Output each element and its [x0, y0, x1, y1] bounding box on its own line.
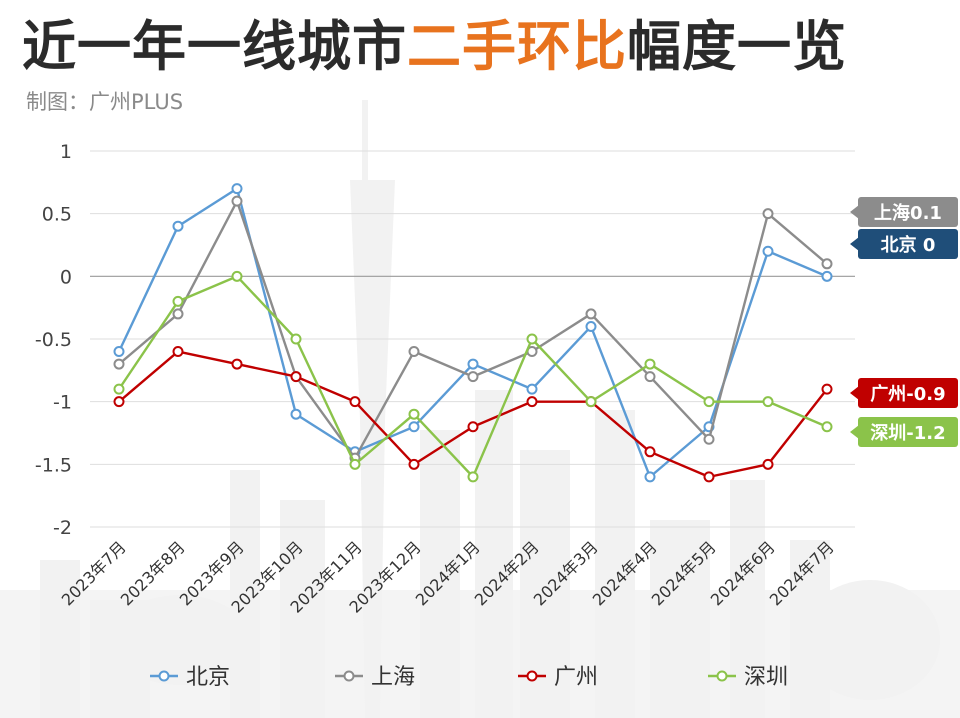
data-point-深圳 [703, 396, 715, 408]
data-point-北京 [821, 270, 833, 282]
data-point-深圳 [172, 295, 184, 307]
data-point-广州 [408, 458, 420, 470]
data-point-广州 [467, 421, 479, 433]
badge-box [858, 197, 958, 227]
skyline-background [0, 100, 960, 718]
data-point-北京 [113, 346, 125, 358]
series-line-广州 [118, 350, 828, 479]
y-tick-label: 1 [60, 141, 72, 163]
end-label-text: 上海0.1 [874, 202, 942, 224]
data-point-深圳 [644, 358, 656, 370]
data-point-广州 [172, 346, 184, 358]
data-point-深圳 [526, 333, 538, 345]
title-part1: 近一年一线城市 [22, 15, 407, 78]
data-point-广州 [526, 396, 538, 408]
y-axis: 1 0.5 0 -0.5 -1 -1.5 -2 [35, 141, 72, 539]
end-label-text: 广州-0.9 [870, 383, 945, 405]
data-point-上海 [231, 195, 243, 207]
y-tick-label: -0.5 [35, 329, 72, 351]
data-point-广州 [821, 383, 833, 395]
data-point-北京 [526, 383, 538, 395]
chart-title: 近一年一线城市二手环比幅度一览 [22, 10, 847, 84]
series-line-上海 [118, 199, 828, 460]
series-group [113, 183, 833, 483]
y-tick-label: 0.5 [42, 204, 72, 226]
data-point-上海 [172, 308, 184, 320]
data-point-深圳 [113, 383, 125, 395]
data-point-上海 [113, 358, 125, 370]
end-label-badge: 广州-0.9 [850, 378, 958, 408]
data-point-上海 [703, 433, 715, 445]
legend-item-上海: 上海 [335, 665, 415, 690]
end-labels: 上海0.1 北京 0 广州-0.9 深圳-1.2 [850, 197, 958, 447]
legend: 北京 上海 广州 深圳 [150, 665, 788, 690]
data-point-上海 [408, 346, 420, 358]
legend-label: 深圳 [744, 665, 788, 690]
data-point-深圳 [585, 396, 597, 408]
badge-pointer [850, 205, 859, 219]
series-line-北京 [117, 187, 828, 479]
data-point-广州 [290, 371, 302, 383]
legend-label: 上海 [371, 665, 415, 690]
data-point-北京 [408, 421, 420, 433]
data-point-上海 [467, 371, 479, 383]
legend-swatch-marker [343, 670, 355, 682]
data-point-北京 [644, 471, 656, 483]
data-point-广州 [113, 396, 125, 408]
data-point-深圳 [290, 333, 302, 345]
badge-box [858, 417, 958, 447]
badge-pointer [850, 425, 859, 439]
data-point-深圳 [231, 270, 243, 282]
end-label-badge: 深圳-1.2 [850, 417, 958, 447]
legend-label: 北京 [186, 665, 230, 690]
legend-swatch-marker [158, 670, 170, 682]
data-point-上海 [644, 371, 656, 383]
data-point-广州 [644, 446, 656, 458]
legend-swatch-marker [526, 670, 538, 682]
end-label-badge: 北京 0 [850, 229, 958, 259]
badge-pointer [850, 237, 859, 251]
data-point-深圳 [408, 408, 420, 420]
y-tick-label: -1 [53, 392, 72, 414]
grid-lines [90, 150, 855, 528]
title-highlight: 二手环比 [407, 15, 627, 78]
data-point-北京 [585, 320, 597, 332]
data-point-上海 [821, 258, 833, 270]
data-point-上海 [762, 208, 774, 220]
data-point-北京 [467, 358, 479, 370]
y-tick-label: 0 [60, 266, 72, 288]
end-label-text: 深圳-1.2 [870, 422, 945, 444]
legend-swatch-marker [716, 670, 728, 682]
y-tick-label: -1.5 [35, 454, 72, 476]
chart-subtitle: 制图：广州PLUS [26, 90, 184, 114]
legend-item-广州: 广州 [518, 665, 598, 690]
y-tick-label: -2 [53, 517, 72, 539]
data-point-北京 [762, 245, 774, 257]
data-point-深圳 [349, 458, 361, 470]
legend-label: 广州 [554, 665, 598, 690]
legend-item-北京: 北京 [150, 665, 230, 690]
data-point-广州 [762, 458, 774, 470]
data-point-北京 [172, 220, 184, 232]
data-point-广州 [349, 396, 361, 408]
title-part2: 幅度一览 [627, 15, 847, 78]
badge-box [858, 378, 958, 408]
data-point-深圳 [821, 421, 833, 433]
end-label-badge: 上海0.1 [850, 197, 958, 227]
end-label-text: 北京 0 [881, 234, 936, 256]
data-point-广州 [231, 358, 243, 370]
data-point-北京 [290, 408, 302, 420]
legend-item-深圳: 深圳 [708, 665, 788, 690]
data-point-上海 [585, 308, 597, 320]
data-point-广州 [703, 471, 715, 483]
data-point-深圳 [467, 471, 479, 483]
badge-pointer [850, 386, 859, 400]
badge-box [858, 229, 958, 259]
data-point-深圳 [762, 396, 774, 408]
data-point-北京 [231, 183, 243, 195]
